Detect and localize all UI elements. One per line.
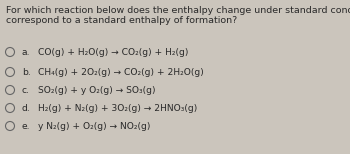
Text: correspond to a standard enthalpy of formation?: correspond to a standard enthalpy of for… xyxy=(6,16,237,25)
Text: H₂(g) + N₂(g) + 3O₂(g) → 2HNO₃(g): H₂(g) + N₂(g) + 3O₂(g) → 2HNO₃(g) xyxy=(38,104,197,113)
Text: SO₂(g) + y O₂(g) → SO₃(g): SO₂(g) + y O₂(g) → SO₃(g) xyxy=(38,86,155,95)
Text: d.: d. xyxy=(22,104,31,113)
Text: CO(g) + H₂O(g) → CO₂(g) + H₂(g): CO(g) + H₂O(g) → CO₂(g) + H₂(g) xyxy=(38,48,188,57)
Text: For which reaction below does the enthalpy change under standard conditions: For which reaction below does the enthal… xyxy=(6,6,350,15)
Text: a.: a. xyxy=(22,48,30,57)
Text: CH₄(g) + 2O₂(g) → CO₂(g) + 2H₂O(g): CH₄(g) + 2O₂(g) → CO₂(g) + 2H₂O(g) xyxy=(38,68,204,77)
Text: c.: c. xyxy=(22,86,30,95)
Text: y N₂(g) + O₂(g) → NO₂(g): y N₂(g) + O₂(g) → NO₂(g) xyxy=(38,122,150,131)
Text: b.: b. xyxy=(22,68,31,77)
Text: e.: e. xyxy=(22,122,30,131)
